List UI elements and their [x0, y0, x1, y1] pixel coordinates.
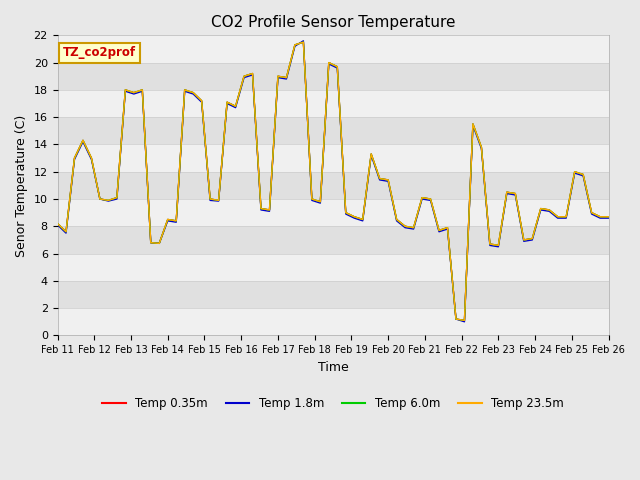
X-axis label: Time: Time — [317, 360, 348, 374]
Legend: Temp 0.35m, Temp 1.8m, Temp 6.0m, Temp 23.5m: Temp 0.35m, Temp 1.8m, Temp 6.0m, Temp 2… — [97, 392, 568, 415]
Bar — [58, 62, 609, 90]
Bar — [58, 199, 609, 226]
Bar — [58, 90, 609, 117]
Y-axis label: Senor Temperature (C): Senor Temperature (C) — [15, 114, 28, 256]
Bar — [58, 226, 609, 253]
Bar — [58, 308, 609, 336]
Title: CO2 Profile Sensor Temperature: CO2 Profile Sensor Temperature — [211, 15, 455, 30]
Bar — [58, 117, 609, 144]
Bar — [58, 172, 609, 199]
Bar — [58, 144, 609, 172]
Text: TZ_co2prof: TZ_co2prof — [63, 47, 136, 60]
Bar — [58, 253, 609, 281]
Bar — [58, 281, 609, 308]
Bar — [58, 36, 609, 62]
